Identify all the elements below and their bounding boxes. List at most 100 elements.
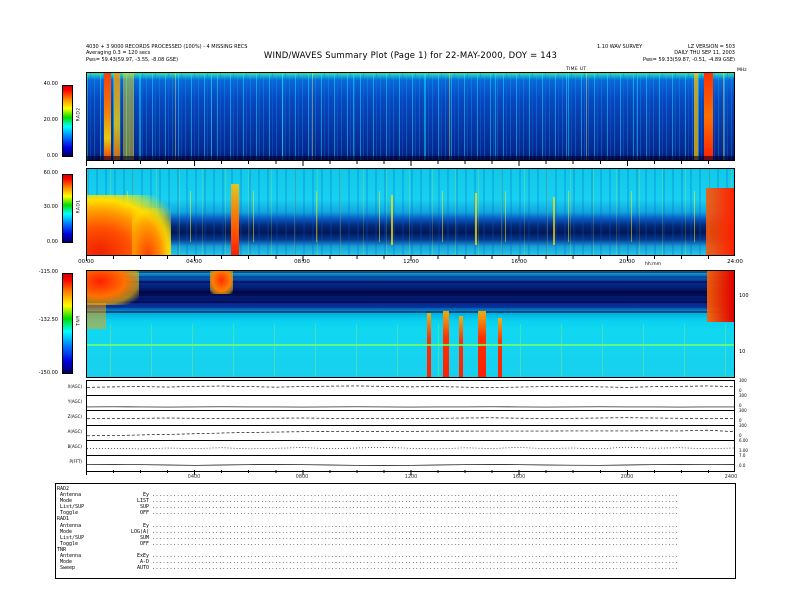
dot-leader: ........................................… — [152, 540, 679, 547]
dot-leader: ........................................… — [152, 559, 679, 566]
burst-yellow-left — [123, 73, 134, 160]
burst-orange-left — [114, 73, 120, 160]
setting-value: Ey — [142, 522, 149, 529]
settings-row: Antenna Ey...............................… — [57, 492, 733, 498]
dot-leader: ........................................… — [152, 498, 679, 505]
settings-row: Mode A-D.................................… — [57, 559, 733, 565]
settings-block: RAD2 Antenna Ey..........................… — [57, 486, 733, 571]
setting-value: Ey — [142, 492, 149, 499]
bottom-tick-5: 2400 — [724, 474, 738, 480]
settings-row: Sweep AUTO...............................… — [57, 565, 733, 571]
rad2-spectrogram — [86, 72, 735, 161]
time-tick-1: 04:00 — [186, 259, 202, 265]
header-right-position: Pws= 59.33(59.87, -0.51, -4.89 GSE) — [642, 57, 735, 63]
setting-value: OFF — [139, 540, 149, 547]
settings-row: Toggle OFF...............................… — [57, 541, 733, 547]
strip-trace-4 — [87, 446, 734, 450]
time-tick-5: 20:00 — [619, 259, 635, 265]
setting-label: Antenna — [57, 553, 82, 560]
header-left-line1: 4030 + 3 9000 RECORDS PROCESSED (100%) -… — [86, 44, 248, 50]
setting-value: ExEy — [136, 553, 149, 560]
tnr-colorbar-tick-max: -115.00 — [38, 269, 58, 275]
yellow-spike-2 — [475, 193, 478, 245]
settings-header: TNR — [57, 546, 67, 553]
settings-header: RAD1 — [57, 516, 70, 523]
page-title: WIND/WAVES Summary Plot (Page 1) for 22-… — [263, 51, 558, 61]
strip-panel-1 — [87, 396, 734, 411]
yellow-spike-3 — [552, 196, 555, 245]
settings-row: Mode LIST................................… — [57, 498, 733, 504]
strip-panel-0 — [87, 381, 734, 396]
setting-label: Toggle — [57, 540, 79, 547]
burst-texture-cyan — [87, 73, 734, 160]
dot-leader: ........................................… — [152, 522, 679, 529]
frequency-unit-label: MHz — [737, 68, 747, 73]
time-format-label: hh:mm — [645, 262, 661, 267]
settings-row: List/SUP SUM.............................… — [57, 535, 733, 541]
settings-row: Toggle OFF...............................… — [57, 510, 733, 516]
time-tick-6: 24:00 — [727, 259, 743, 265]
settings-header: RAD2 — [57, 486, 70, 492]
dot-leader: ........................................… — [152, 528, 679, 535]
settings-section-rad2: RAD2 — [57, 486, 733, 492]
time-axis-ticks-major — [86, 256, 735, 261]
time-tick-0: 00:00 — [78, 259, 94, 265]
burst-texture-yellow — [87, 73, 734, 160]
settings-section-tnr: TNR — [57, 547, 733, 553]
rad1-colorbar-tick-min: 0.00 — [46, 239, 58, 245]
strip-1-ymax: 300 — [739, 393, 747, 398]
tnr-right-tick-100: 100 — [739, 293, 749, 299]
strip-label-4: B(AGC) — [67, 444, 82, 449]
setting-value: SUP — [139, 504, 149, 511]
strip-4-ymin: 3.00 — [739, 448, 748, 453]
strip-2-ymin: 0 — [739, 418, 742, 423]
header-left-line2: Averaging 0.3 = 120 secs — [86, 50, 151, 56]
setting-value: LIST — [136, 498, 149, 505]
tnr-colorbar-tick-mid: -132.50 — [38, 317, 58, 323]
strip-0-ymin: 0 — [739, 388, 742, 393]
strip-5-ymax: 7.0 — [739, 453, 746, 458]
strip-panel-3 — [87, 426, 734, 441]
plasma-line — [87, 343, 734, 346]
yellow-spike-1 — [391, 194, 394, 245]
setting-label: Mode — [57, 559, 73, 566]
strip-5-ymin: 0.0 — [739, 463, 746, 468]
strip-panel-2 — [87, 411, 734, 426]
setting-value: AUTO — [136, 565, 149, 572]
strip-panel-4 — [87, 441, 734, 456]
red-streak-3 — [459, 315, 463, 377]
dot-leader: ........................................… — [152, 553, 679, 560]
strip-2-ymax: 300 — [739, 408, 747, 413]
tnr-right-tick-10: 10 — [739, 349, 746, 355]
burst-orange-right — [693, 73, 698, 160]
rad2-axis-label: RAD2 — [76, 107, 82, 122]
strip-0-ymax: 300 — [739, 378, 747, 383]
strip-trace-0 — [87, 385, 734, 388]
strip-trace-5 — [87, 463, 734, 466]
dot-leader: ........................................… — [152, 510, 679, 517]
rad1-colorbar — [62, 174, 73, 243]
settings-block-frame — [55, 483, 736, 579]
strip-1-ymin: 0 — [739, 403, 742, 408]
strip-3-ymax: 300 — [739, 423, 747, 428]
burst-red-left — [103, 73, 111, 160]
strip-3-ymin: 0 — [739, 433, 742, 438]
red-column-0520 — [231, 184, 240, 255]
strip-label-5: P(FFT) — [69, 459, 82, 464]
strip-label-1: Y(AGC) — [67, 399, 82, 404]
strip-label-3: A(AGC) — [67, 429, 82, 434]
rad1-spectrogram — [86, 168, 735, 256]
rad1-colorbar-tick-max: 60.00 — [43, 170, 58, 176]
strip-panel-5 — [87, 456, 734, 471]
time-axis-title: TIME UT — [566, 67, 587, 72]
speckle-texture-bottom — [87, 324, 734, 377]
setting-label: Toggle — [57, 510, 79, 517]
setting-value: LOG(A) — [130, 528, 149, 535]
rad2-bottom-ticks-major — [86, 161, 735, 166]
setting-value: SUM — [139, 534, 149, 541]
rad2-colorbar-tick-max: 40.00 — [43, 81, 58, 87]
setting-label: Antenna — [57, 522, 82, 529]
tnr-spectrogram — [86, 270, 735, 378]
rad2-colorbar-tick-min: 0.00 — [46, 153, 58, 159]
